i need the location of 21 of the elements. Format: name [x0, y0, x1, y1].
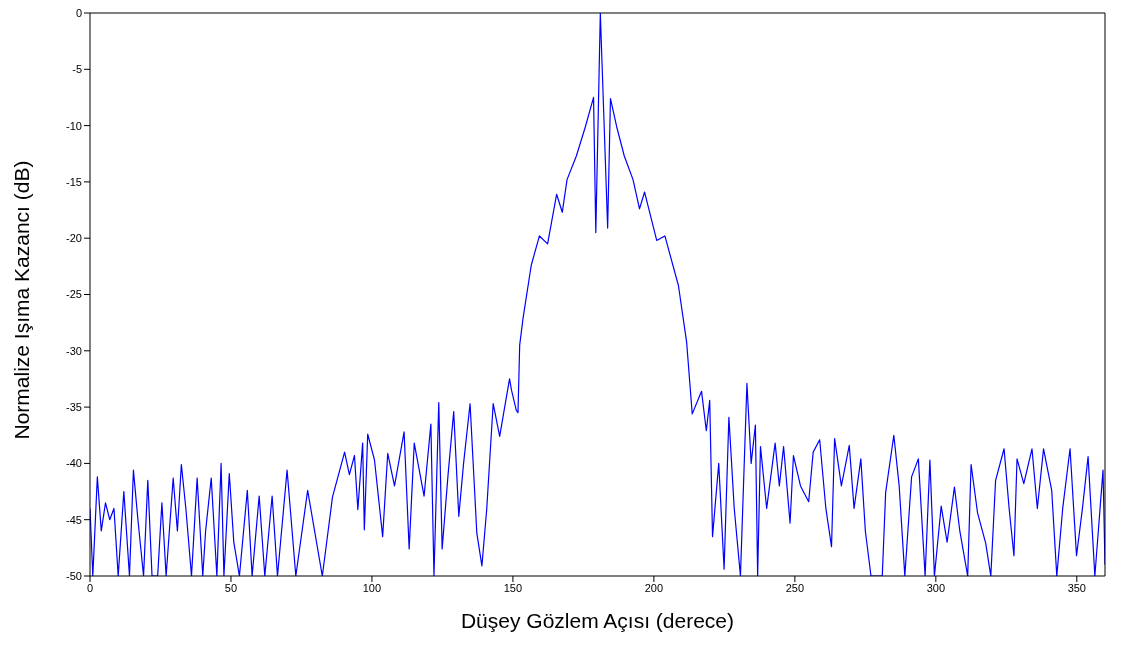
x-tick-label: 200 — [644, 581, 664, 594]
y-tick-label: -5 — [72, 63, 82, 76]
x-tick-label: 350 — [1067, 581, 1086, 594]
x-tick-label: 250 — [785, 581, 805, 594]
y-tick-label: -45 — [66, 513, 82, 526]
y-tick-label: 0 — [75, 6, 82, 19]
y-tick-label: -10 — [66, 119, 82, 132]
x-axis-title: Düşey Gözlem Açısı (derece) — [460, 609, 735, 632]
y-tick-label: -20 — [66, 232, 82, 245]
y-tick-label: -35 — [66, 401, 82, 414]
x-tick-label: 50 — [224, 581, 238, 594]
y-tick-label: -40 — [66, 457, 82, 470]
x-tick-label: 150 — [503, 581, 523, 594]
x-tick-label: 100 — [362, 581, 382, 594]
x-tick-label: 0 — [86, 581, 94, 594]
y-tick-label: -15 — [66, 175, 82, 188]
y-tick-label: -50 — [66, 569, 82, 582]
y-tick-label: -30 — [66, 344, 82, 357]
x-tick-label: 300 — [926, 581, 946, 594]
y-axis-title: Normalize Işıma Kazancı (dB) — [10, 160, 34, 440]
y-tick-label: -25 — [66, 288, 82, 301]
